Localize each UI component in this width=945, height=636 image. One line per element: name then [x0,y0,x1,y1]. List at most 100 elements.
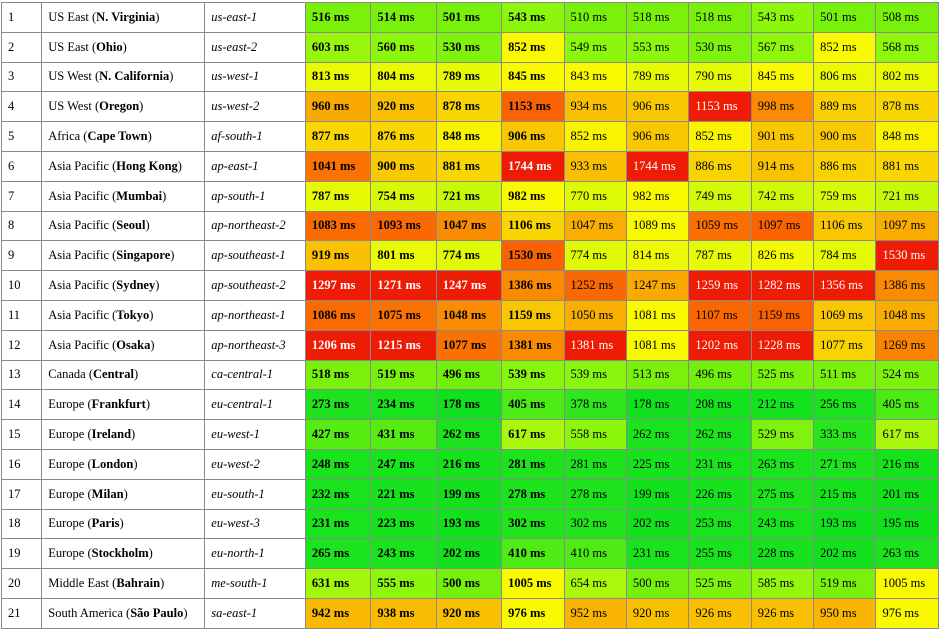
latency-cell: 852 ms [563,121,627,152]
row-number: 7 [0,180,43,212]
latency-cell: 926 ms [688,597,752,629]
latency-cell: 530 ms [688,31,752,63]
latency-cell: 742 ms [750,180,815,212]
latency-cell: 500 ms [435,568,503,599]
region-name: Europe (Paris) [41,508,206,540]
latency-cell: 178 ms [625,389,690,421]
latency-cell: 845 ms [750,61,815,93]
latency-cell: 201 ms [875,478,939,510]
latency-cell: 431 ms [370,419,437,450]
latency-cell: 1247 ms [435,270,503,301]
latency-cell: 516 ms [304,2,372,33]
latency-cell: 560 ms [370,31,437,63]
latency-cell: 1005 ms [875,568,939,599]
region-code: ca-central-1 [204,359,306,391]
latency-cell: 427 ms [304,419,372,450]
latency-cell: 253 ms [688,508,752,540]
region-name: Asia Pacific (Sydney) [41,270,206,301]
region-name: Africa (Cape Town) [41,121,206,152]
latency-cell: 553 ms [625,31,690,63]
row-number: 21 [0,597,43,629]
latency-cell: 1297 ms [304,270,372,301]
latency-cell: 216 ms [875,448,939,480]
latency-cell: 202 ms [435,538,503,570]
latency-cell: 178 ms [435,389,503,421]
latency-cell: 405 ms [501,389,565,421]
latency-cell: 631 ms [304,568,372,599]
latency-cell: 1077 ms [435,329,503,361]
latency-cell: 1048 ms [435,299,503,331]
latency-cell: 1086 ms [304,299,372,331]
latency-cell: 787 ms [304,180,372,212]
latency-cell: 950 ms [813,597,877,629]
latency-cell: 1215 ms [370,329,437,361]
latency-cell: 255 ms [688,538,752,570]
latency-cell: 1106 ms [813,210,877,242]
latency-cell: 934 ms [563,91,627,123]
latency-cell: 1206 ms [304,329,372,361]
latency-cell: 525 ms [750,359,815,391]
latency-cell: 212 ms [750,389,815,421]
latency-cell: 216 ms [435,448,503,480]
latency-cell: 263 ms [875,538,939,570]
region-name: Europe (Ireland) [41,419,206,450]
table-row: 11 Asia Pacific (Tokyo) ap-northeast-1 1086… [0,299,939,331]
latency-cell: 228 ms [750,538,815,570]
latency-cell: 530 ms [435,31,503,63]
region-location: Bahrain [116,576,161,591]
latency-cell: 221 ms [370,478,437,510]
latency-cell: 1069 ms [813,299,877,331]
latency-cell: 889 ms [813,91,877,123]
table-row: 14 Europe (Frankfurt) eu-central-1 273 ms 23… [0,389,939,421]
latency-cell: 410 ms [563,538,627,570]
latency-cell: 519 ms [813,568,877,599]
region-code: us-east-2 [204,31,306,63]
latency-cell: 262 ms [435,419,503,450]
latency-cell: 1047 ms [563,210,627,242]
region-code: ap-northeast-1 [204,299,306,331]
latency-cell: 234 ms [370,389,437,421]
region-location: Hong Kong [116,158,178,173]
latency-cell: 223 ms [370,508,437,540]
latency-cell: 1381 ms [563,329,627,361]
region-code: af-south-1 [204,121,306,152]
latency-cell: 1356 ms [813,270,877,301]
latency-cell: 333 ms [813,419,877,450]
latency-cell: 1107 ms [688,299,752,331]
latency-cell: 770 ms [563,180,627,212]
table-row: 13 Canada (Central) ca-central-1 518 ms 519 … [0,359,939,391]
latency-cell: 920 ms [435,597,503,629]
latency-cell: 933 ms [563,150,627,182]
latency-cell: 804 ms [370,61,437,93]
latency-cell: 881 ms [435,150,503,182]
row-number: 14 [0,389,43,421]
latency-cell: 1530 ms [875,240,939,272]
latency-cell: 852 ms [813,31,877,63]
latency-cell: 976 ms [501,597,565,629]
region-label: Europe [48,456,85,471]
region-location: Tokyo [116,307,150,322]
latency-cell: 302 ms [563,508,627,540]
latency-cell: 263 ms [750,448,815,480]
region-code: us-east-1 [204,2,306,33]
latency-cell: 262 ms [688,419,752,450]
latency-cell: 826 ms [750,240,815,272]
latency-cell: 226 ms [688,478,752,510]
latency-cell: 784 ms [813,240,877,272]
latency-cell: 901 ms [750,121,815,152]
latency-cell: 518 ms [625,2,690,33]
latency-cell: 281 ms [563,448,627,480]
region-label: US East [48,39,89,54]
region-name: Asia Pacific (Hong Kong) [41,150,206,182]
latency-cell: 749 ms [688,180,752,212]
region-name: Asia Pacific (Osaka) [41,329,206,361]
latency-cell: 496 ms [435,359,503,391]
latency-cell: 247 ms [370,448,437,480]
latency-cell: 1048 ms [875,299,939,331]
latency-cell: 1381 ms [501,329,565,361]
region-code: ap-northeast-2 [204,210,306,242]
latency-cell: 848 ms [435,121,503,152]
region-code: us-west-1 [204,61,306,93]
latency-cell: 774 ms [435,240,503,272]
latency-cell: 1159 ms [750,299,815,331]
